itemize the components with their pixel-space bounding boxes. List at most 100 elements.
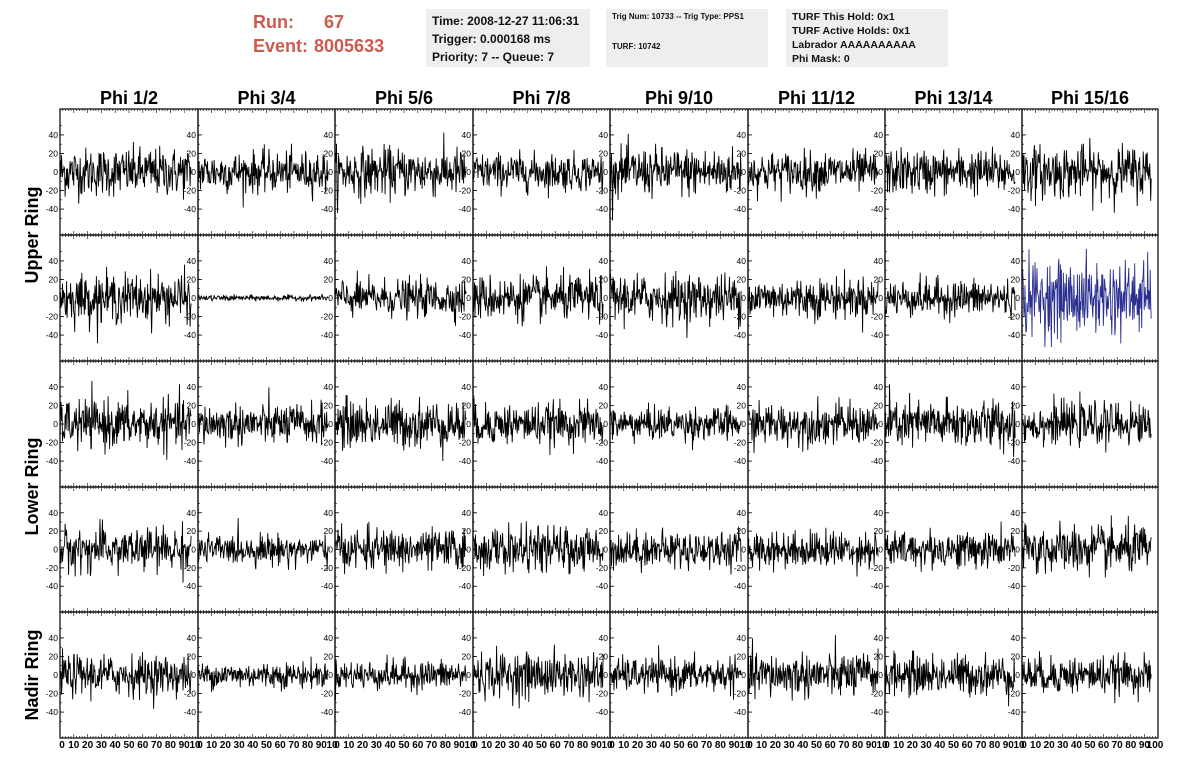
waveform-trace xyxy=(884,384,1016,458)
y-tick-label: 20 xyxy=(49,651,59,661)
y-tick-label: -20 xyxy=(734,563,747,573)
y-tick-label: 0 xyxy=(53,419,58,429)
waveform-trace xyxy=(609,402,742,451)
y-tick-label: -40 xyxy=(871,330,884,340)
y-tick-label: -20 xyxy=(596,312,609,322)
waveform-trace xyxy=(197,656,329,693)
y-tick-label: 0 xyxy=(53,167,58,177)
y-tick-label: -20 xyxy=(596,186,609,196)
y-tick-label: -20 xyxy=(459,186,472,196)
waveform-trace xyxy=(1021,137,1152,213)
y-tick-label: -40 xyxy=(1008,707,1021,717)
y-tick-label: 0 xyxy=(741,293,746,303)
y-tick-label: -40 xyxy=(1008,581,1021,591)
waveform-trace xyxy=(609,133,742,221)
y-tick-label: -40 xyxy=(321,456,334,466)
y-tick-label: -40 xyxy=(734,330,747,340)
turf-active-holds-text: TURF Active Holds: 0x1 xyxy=(792,25,911,37)
column-title: Phi 9/10 xyxy=(645,88,713,108)
y-tick-label: -40 xyxy=(46,581,59,591)
y-tick-label: 40 xyxy=(49,130,59,140)
y-tick-label: 0 xyxy=(878,419,883,429)
y-tick-label: 20 xyxy=(874,148,884,158)
y-tick-label: -20 xyxy=(734,689,747,699)
y-tick-label: 40 xyxy=(462,256,472,266)
column-title: Phi 11/12 xyxy=(778,88,855,108)
y-tick-label: 20 xyxy=(187,148,197,158)
waveform-trace xyxy=(59,648,192,709)
waveform-trace xyxy=(609,526,742,575)
y-tick-label: 20 xyxy=(737,400,747,410)
y-tick-label: 20 xyxy=(1011,400,1021,410)
y-tick-label: 0 xyxy=(1015,293,1020,303)
y-tick-label: -40 xyxy=(596,330,609,340)
y-tick-label: 0 xyxy=(191,545,196,555)
y-tick-label: 40 xyxy=(599,130,609,140)
y-tick-label: -40 xyxy=(459,581,472,591)
y-tick-label: 0 xyxy=(1015,670,1020,680)
y-tick-label: 0 xyxy=(328,419,333,429)
event-line: Event: 8005633 xyxy=(253,34,423,58)
y-tick-label: -40 xyxy=(596,581,609,591)
y-tick-label: -40 xyxy=(459,456,472,466)
y-tick-label: 0 xyxy=(878,293,883,303)
y-tick-label: -20 xyxy=(1008,689,1021,699)
y-tick-label: 20 xyxy=(599,148,609,158)
y-tick-label: 40 xyxy=(324,256,334,266)
waveform-trace xyxy=(747,527,879,577)
row-title: Upper Ring xyxy=(22,187,42,284)
trigger-text: Trigger: 0.000168 ms xyxy=(432,32,551,46)
waveform-trace xyxy=(59,380,192,460)
waveform-trace xyxy=(334,521,467,575)
y-tick-label: -40 xyxy=(46,456,59,466)
y-tick-label: 0 xyxy=(1015,545,1020,555)
y-tick-label: -40 xyxy=(596,204,609,214)
y-tick-label: 40 xyxy=(187,256,197,266)
y-tick-label: 20 xyxy=(324,274,334,284)
y-tick-label: 20 xyxy=(187,526,197,536)
y-tick-label: -40 xyxy=(46,330,59,340)
y-tick-label: -20 xyxy=(184,312,197,322)
y-tick-label: -20 xyxy=(1008,563,1021,573)
y-tick-label: 20 xyxy=(49,274,59,284)
y-tick-label: -40 xyxy=(46,707,59,717)
y-tick-label: -20 xyxy=(46,563,59,573)
y-tick-label: 40 xyxy=(324,130,334,140)
y-tick-label: -40 xyxy=(459,707,472,717)
y-tick-label: 20 xyxy=(874,526,884,536)
y-tick-label: 20 xyxy=(462,651,472,661)
waveform-trace xyxy=(472,521,604,577)
y-tick-label: -40 xyxy=(596,707,609,717)
y-tick-label: -40 xyxy=(459,204,472,214)
y-tick-label: 0 xyxy=(328,670,333,680)
y-tick-label: 20 xyxy=(599,526,609,536)
y-tick-label: 20 xyxy=(187,651,197,661)
y-tick-label: 40 xyxy=(1011,508,1021,518)
waveform-trace xyxy=(747,269,879,333)
y-tick-label: -40 xyxy=(184,204,197,214)
y-tick-label: 20 xyxy=(874,651,884,661)
y-tick-label: 40 xyxy=(599,256,609,266)
y-tick-label: 20 xyxy=(324,526,334,536)
y-tick-label: 20 xyxy=(462,526,472,536)
y-tick-label: 40 xyxy=(49,256,59,266)
y-tick-label: -20 xyxy=(1008,438,1021,448)
y-tick-label: 40 xyxy=(737,256,747,266)
y-tick-label: 40 xyxy=(1011,382,1021,392)
y-tick-label: 0 xyxy=(603,670,608,680)
y-tick-label: 40 xyxy=(599,633,609,643)
y-tick-label: 20 xyxy=(737,651,747,661)
y-tick-label: -40 xyxy=(184,581,197,591)
y-tick-label: -40 xyxy=(321,707,334,717)
y-tick-label: 20 xyxy=(462,148,472,158)
trig-num-text: Trig Num: 10733 -- Trig Type: PPS1 xyxy=(612,12,744,21)
y-tick-label: 0 xyxy=(741,670,746,680)
y-tick-label: -20 xyxy=(871,312,884,322)
y-tick-label: -20 xyxy=(734,186,747,196)
waveform-trace xyxy=(334,394,467,462)
waveform-trace xyxy=(197,387,329,448)
y-tick-label: 0 xyxy=(191,670,196,680)
y-tick-label: -20 xyxy=(184,563,197,573)
y-tick-label: 40 xyxy=(1011,633,1021,643)
waveform-trace xyxy=(1021,515,1152,578)
